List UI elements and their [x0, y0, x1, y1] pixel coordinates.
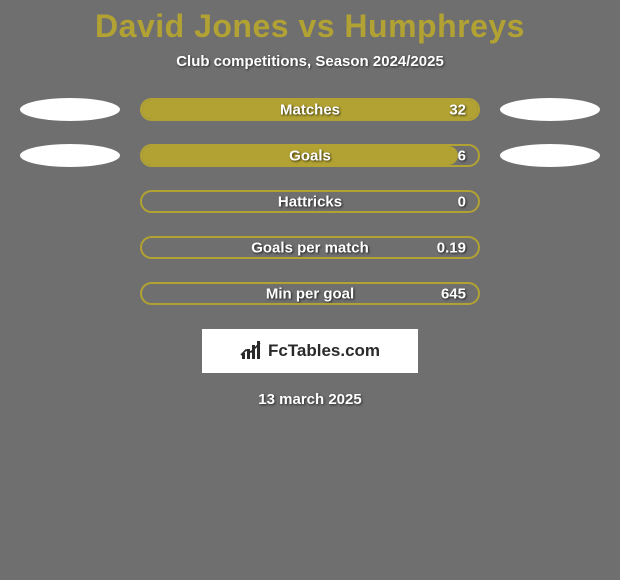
- chart-icon: [240, 341, 262, 361]
- stat-value: 645: [441, 285, 466, 302]
- stat-label: Goals: [289, 147, 331, 164]
- stat-row: Matches 32: [0, 98, 620, 121]
- stat-row: Hattricks 0: [0, 190, 620, 213]
- stat-value: 0.19: [437, 239, 466, 256]
- stat-bar: Goals 6: [140, 144, 480, 167]
- right-ellipse: [500, 144, 600, 167]
- brand-text: FcTables.com: [268, 341, 380, 361]
- left-ellipse: [20, 144, 120, 167]
- stat-bar: Min per goal 645: [140, 282, 480, 305]
- player2-name: Humphreys: [344, 8, 525, 44]
- stat-value: 0: [458, 193, 466, 210]
- stat-label: Min per goal: [266, 285, 354, 302]
- stat-bar: Hattricks 0: [140, 190, 480, 213]
- stats-rows: Matches 32 Goals 6 Hattricks 0 Goals per match…: [0, 98, 620, 305]
- stat-row: Goals 6: [0, 144, 620, 167]
- brand-box[interactable]: FcTables.com: [202, 329, 418, 373]
- stat-label: Hattricks: [278, 193, 342, 210]
- stat-row: Goals per match 0.19: [0, 236, 620, 259]
- player1-name: David Jones: [95, 8, 289, 44]
- stat-value: 32: [449, 101, 466, 118]
- stat-row: Min per goal 645: [0, 282, 620, 305]
- stat-label: Goals per match: [251, 239, 369, 256]
- comparison-card: David Jones vs Humphreys Club competitio…: [0, 0, 620, 580]
- subtitle: Club competitions, Season 2024/2025: [0, 53, 620, 70]
- stat-bar: Matches 32: [140, 98, 480, 121]
- stat-value: 6: [458, 147, 466, 164]
- stat-label: Matches: [280, 101, 340, 118]
- stat-bar: Goals per match 0.19: [140, 236, 480, 259]
- date-label: 13 march 2025: [0, 391, 620, 408]
- vs-separator: vs: [298, 8, 335, 44]
- right-ellipse: [500, 98, 600, 121]
- page-title: David Jones vs Humphreys: [0, 8, 620, 45]
- left-ellipse: [20, 98, 120, 121]
